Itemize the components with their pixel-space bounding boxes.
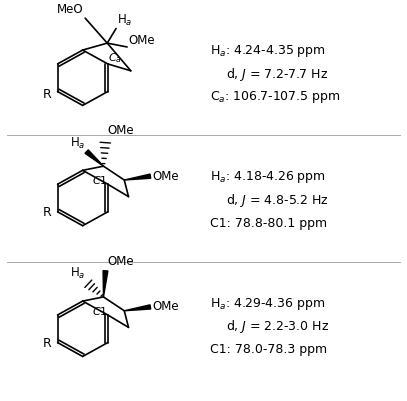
- Text: OMe: OMe: [129, 34, 155, 47]
- Text: R: R: [43, 336, 52, 349]
- Text: $\mathit{C_a}$: $\mathit{C_a}$: [108, 51, 123, 65]
- Text: $\mathit{C1}$: $\mathit{C1}$: [92, 304, 108, 316]
- Text: H$_a$: H$_a$: [70, 265, 85, 281]
- Text: MeO: MeO: [57, 3, 83, 16]
- Text: H$_a$: 4.18-4.26 ppm: H$_a$: 4.18-4.26 ppm: [210, 168, 325, 184]
- Text: OMe: OMe: [152, 169, 179, 182]
- Text: C1: 78.8-80.1 ppm: C1: 78.8-80.1 ppm: [210, 216, 327, 229]
- Text: H$_a$: H$_a$: [117, 13, 133, 28]
- Polygon shape: [124, 305, 151, 311]
- Text: H$_a$: H$_a$: [70, 135, 85, 150]
- Text: H$_a$: 4.29-4.36 ppm: H$_a$: 4.29-4.36 ppm: [210, 295, 325, 311]
- Text: OMe: OMe: [152, 300, 179, 312]
- Text: OMe: OMe: [107, 124, 134, 137]
- Polygon shape: [103, 271, 108, 297]
- Text: C$_a$: 106.7-107.5 ppm: C$_a$: 106.7-107.5 ppm: [210, 89, 340, 105]
- Text: $\mathit{C1}$: $\mathit{C1}$: [92, 174, 108, 186]
- Text: C1: 78.0-78.3 ppm: C1: 78.0-78.3 ppm: [210, 342, 327, 356]
- Text: H$_a$: 4.24-4.35 ppm: H$_a$: 4.24-4.35 ppm: [210, 43, 325, 59]
- Text: d, $J$ = 4.8-5.2 Hz: d, $J$ = 4.8-5.2 Hz: [225, 191, 328, 208]
- Polygon shape: [124, 175, 151, 180]
- Text: R: R: [43, 206, 52, 219]
- Text: OMe: OMe: [107, 254, 134, 267]
- Polygon shape: [85, 150, 103, 167]
- Text: d, $J$ = 2.2-3.0 Hz: d, $J$ = 2.2-3.0 Hz: [225, 318, 328, 334]
- Text: R: R: [43, 88, 52, 101]
- Text: d, $J$ = 7.2-7.7 Hz: d, $J$ = 7.2-7.7 Hz: [225, 66, 328, 83]
